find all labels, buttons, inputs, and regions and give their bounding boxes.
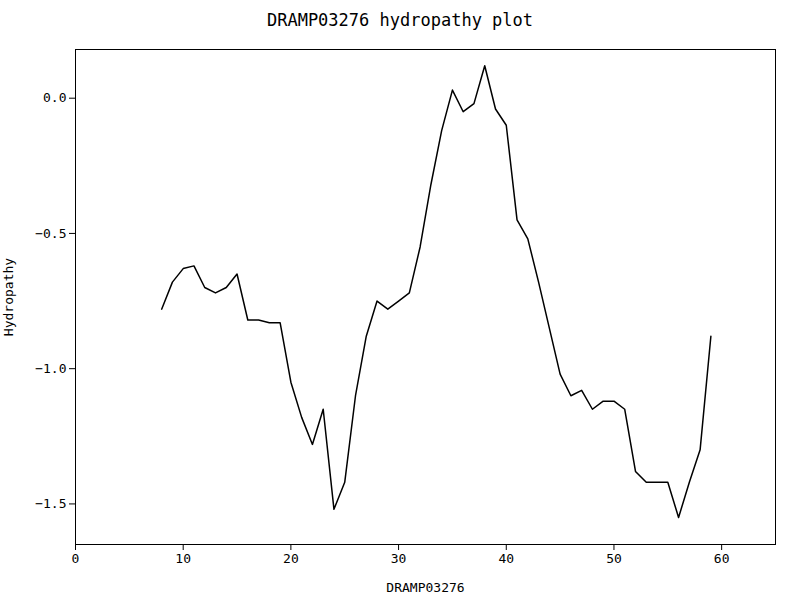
svg-text:30: 30 xyxy=(391,551,407,566)
svg-text:20: 20 xyxy=(283,551,299,566)
svg-text:0: 0 xyxy=(72,551,80,566)
svg-text:40: 40 xyxy=(498,551,514,566)
svg-text:50: 50 xyxy=(606,551,622,566)
svg-text:Hydropathy: Hydropathy xyxy=(1,258,16,336)
svg-text:0.0: 0.0 xyxy=(43,90,66,105)
svg-text:−1.5: −1.5 xyxy=(35,496,66,511)
svg-text:10: 10 xyxy=(175,551,191,566)
svg-text:−1.0: −1.0 xyxy=(35,361,66,376)
svg-text:DRAMP03276: DRAMP03276 xyxy=(386,580,464,595)
svg-text:60: 60 xyxy=(714,551,730,566)
svg-text:−0.5: −0.5 xyxy=(35,226,66,241)
html-text:DRAMP03276 hydropathy plot: DRAMP03276 hydropathy plot xyxy=(266,10,533,30)
